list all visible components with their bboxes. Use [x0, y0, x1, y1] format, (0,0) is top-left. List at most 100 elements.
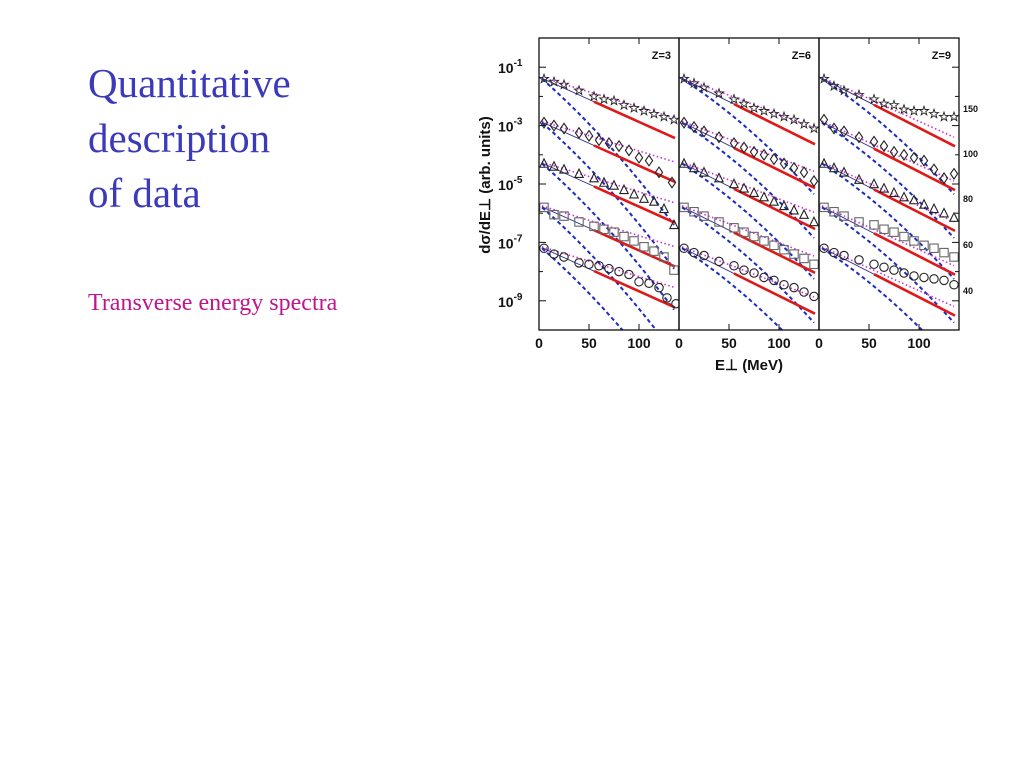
data-point-circle [789, 282, 799, 293]
data-point-triangle [668, 218, 679, 230]
data-point-triangle [558, 163, 570, 174]
data-point-star [838, 84, 850, 96]
model-curve-dashed [681, 162, 815, 280]
data-point-diamond [829, 122, 839, 135]
y-axis-label: dσ/dE⊥ (arb. units) [477, 116, 494, 254]
data-point-circle [614, 266, 624, 277]
data-point-star [688, 77, 700, 89]
data-point-circle [699, 250, 709, 261]
data-point-square [809, 259, 819, 270]
data-point-circle [689, 247, 699, 258]
data-point-diamond [634, 151, 644, 164]
data-point-circle [869, 259, 879, 270]
data-point-diamond [699, 125, 709, 138]
data-point-star [628, 102, 640, 113]
y-tick-label: 10-5 [498, 175, 523, 193]
data-point-square [629, 236, 639, 246]
x-tick-label: 100 [627, 335, 651, 351]
data-point-square [639, 242, 649, 252]
data-point-square [839, 211, 849, 221]
transverse-energy-spectra-figure: dσ/dE⊥ (arb. units) 10-1 10-3 10-5 10-7 10-9 1… [477, 37, 978, 374]
model-curve-solid [873, 273, 956, 317]
data-point-star [738, 97, 750, 109]
data-point-triangle [713, 172, 725, 183]
data-point-diamond [799, 166, 809, 179]
y-tick-label: 10-1 [498, 58, 523, 76]
data-point-circle [539, 243, 549, 253]
data-point-circle [779, 279, 789, 290]
data-point-star [598, 93, 610, 105]
slide-subtitle: Transverse energy spectra [88, 290, 338, 316]
data-point-circle [729, 261, 739, 271]
panel-label: Z=6 [792, 50, 811, 62]
data-point-circle [559, 252, 569, 262]
data-point-star [918, 104, 930, 116]
data-point-circle [574, 258, 584, 268]
data-point-diamond [574, 126, 584, 140]
data-point-triangle [618, 183, 630, 195]
data-point-square [559, 211, 569, 221]
data-point-diamond [779, 157, 789, 170]
model-curve-solid [873, 188, 956, 233]
data-point-diamond [539, 116, 549, 129]
right-axis-label: 80 [963, 194, 973, 204]
data-point-circle [929, 274, 939, 284]
data-point-diamond [614, 139, 624, 153]
model-curve-dashed [681, 121, 815, 239]
data-point-circle [769, 275, 779, 286]
model-curve-dashed [681, 247, 784, 330]
data-point-circle [654, 282, 664, 293]
data-point-diamond [739, 141, 749, 154]
data-point-diamond [584, 129, 594, 142]
panel-plot-area [819, 72, 959, 330]
data-point-diamond [594, 134, 604, 147]
data-point-circle [739, 265, 749, 275]
panel-frame [818, 37, 960, 331]
data-point-square [909, 236, 919, 246]
data-point-star [698, 81, 710, 93]
data-point-star [819, 72, 830, 84]
data-point-circle [749, 268, 759, 278]
data-point-triangle [608, 179, 620, 190]
data-point-triangle [688, 162, 700, 173]
model-curve-dotted [821, 205, 955, 267]
data-point-circle [714, 256, 724, 267]
panel-frame [538, 37, 680, 331]
data-point-diamond [644, 154, 654, 167]
data-point-square [729, 223, 739, 233]
data-point-square [919, 240, 929, 251]
model-curve-solid [733, 231, 816, 274]
data-point-triangle [918, 198, 930, 209]
data-point-triangle [778, 199, 790, 211]
data-point-star [608, 94, 620, 106]
data-point-triangle [638, 192, 650, 203]
data-point-diamond [909, 151, 919, 164]
model-curve-dashed [541, 247, 624, 330]
title-line-3: of data [88, 170, 201, 216]
data-point-square [949, 252, 959, 262]
right-axis-label: 40 [963, 286, 973, 296]
data-point-square [649, 246, 659, 256]
data-point-star [713, 87, 725, 99]
x-tick-label: 0 [815, 335, 823, 351]
data-point-square [609, 227, 619, 237]
data-point-diamond [789, 161, 799, 175]
data-point-star [938, 110, 950, 122]
data-point-triangle [628, 188, 640, 199]
data-point-diamond [929, 163, 939, 176]
data-point-square [939, 247, 949, 258]
data-point-square [739, 227, 749, 237]
data-point-circle [604, 263, 614, 274]
data-point-star [808, 122, 819, 134]
data-point-square [689, 206, 699, 217]
model-curve-dashed [541, 78, 675, 226]
data-point-circle [679, 243, 689, 253]
data-point-diamond [714, 131, 724, 144]
data-point-square [769, 240, 779, 251]
data-point-square [799, 253, 809, 264]
data-point-triangle [938, 207, 950, 218]
model-curve-solid [593, 144, 676, 184]
data-point-diamond [679, 116, 689, 129]
data-point-square [749, 231, 759, 242]
data-point-triangle [853, 173, 865, 184]
